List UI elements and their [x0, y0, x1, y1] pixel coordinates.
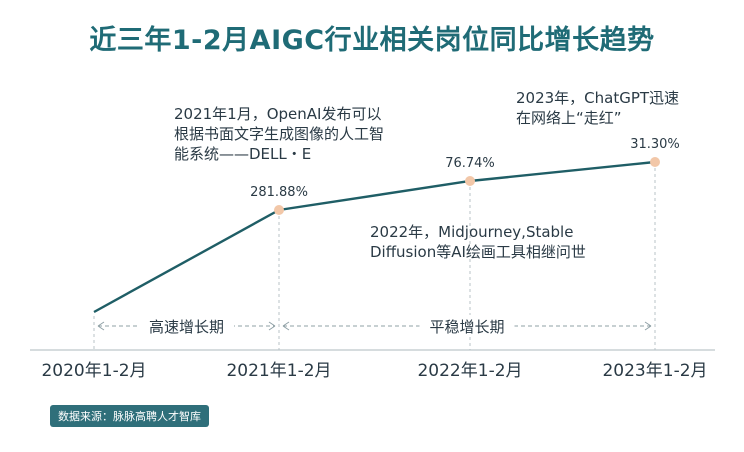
- annotation-2023: 2023年，ChatGPT迅速 在网络上“走红”: [516, 89, 680, 127]
- data-label: 281.88%: [250, 185, 308, 200]
- annotation-2022: 2022年，Midjourney,Stable Diffusion等AI绘画工具…: [370, 223, 586, 261]
- annotation-2021: 2021年1月，OpenAI发布可以 根据书面文字生成图像的人工智 能系统——D…: [174, 105, 385, 163]
- phase-steady-growth-label: 平稳增长期: [429, 318, 504, 336]
- phase-high-growth-arrow-left: [97, 321, 105, 331]
- x-tick-label: 2021年1-2月: [226, 361, 331, 381]
- data-point: [650, 157, 660, 167]
- phase-steady-growth-label-bg: [419, 315, 515, 337]
- phase-steady-growth-arrow-left: [282, 321, 290, 331]
- phase-steady-growth-arrow-right: [644, 321, 652, 331]
- data-point: [274, 205, 284, 215]
- phase-high-growth-arrow-right: [268, 321, 276, 331]
- page-title: 近三年1-2月AIGC行业相关岗位同比增长趋势: [89, 25, 655, 56]
- phase-high-growth-label-bg: [139, 315, 234, 337]
- source-badge: 数据来源：脉脉高聘人才智库: [50, 405, 209, 427]
- series-line: [93, 160, 656, 314]
- data-label: 31.30%: [630, 137, 680, 152]
- phase-high-growth-label: 高速增长期: [149, 318, 224, 336]
- x-tick-label: 2023年1-2月: [602, 361, 707, 381]
- data-label: 76.74%: [445, 156, 495, 171]
- x-tick-label: 2020年1-2月: [41, 361, 146, 381]
- x-tick-label: 2022年1-2月: [417, 361, 522, 381]
- data-point: [465, 176, 475, 186]
